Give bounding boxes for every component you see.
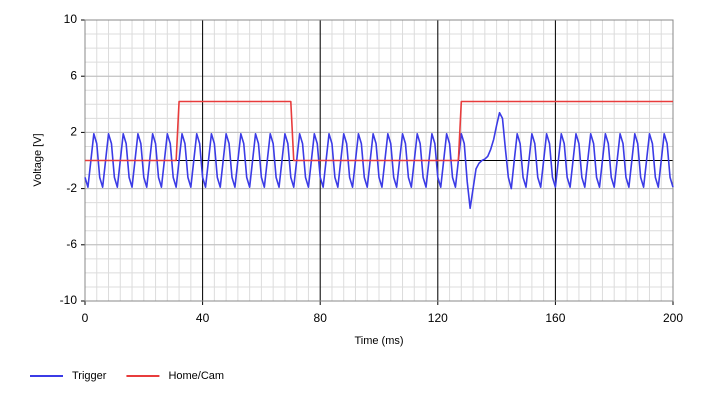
y-tick-label: -2 (66, 181, 77, 195)
series-line (84, 111, 674, 210)
y-tick-label: -6 (66, 237, 77, 251)
legend-label: Home/Cam (168, 370, 224, 382)
y-tick-label: 6 (70, 68, 77, 82)
x-tick-label: 160 (545, 311, 565, 325)
x-tick-label: 80 (314, 311, 328, 325)
x-tick-label: 40 (196, 311, 210, 325)
y-axis-label: Voltage [V] (32, 133, 44, 186)
x-tick-label: 0 (82, 311, 89, 325)
legend-label: Trigger (72, 370, 107, 382)
x-axis-label: Time (ms) (354, 335, 403, 347)
y-tick-label: 2 (70, 125, 77, 139)
y-tick-label: -10 (60, 293, 78, 307)
y-tick-label: 10 (64, 12, 78, 26)
x-tick-label: 200 (663, 311, 683, 325)
x-tick-label: 120 (428, 311, 448, 325)
series-line (85, 100, 673, 162)
